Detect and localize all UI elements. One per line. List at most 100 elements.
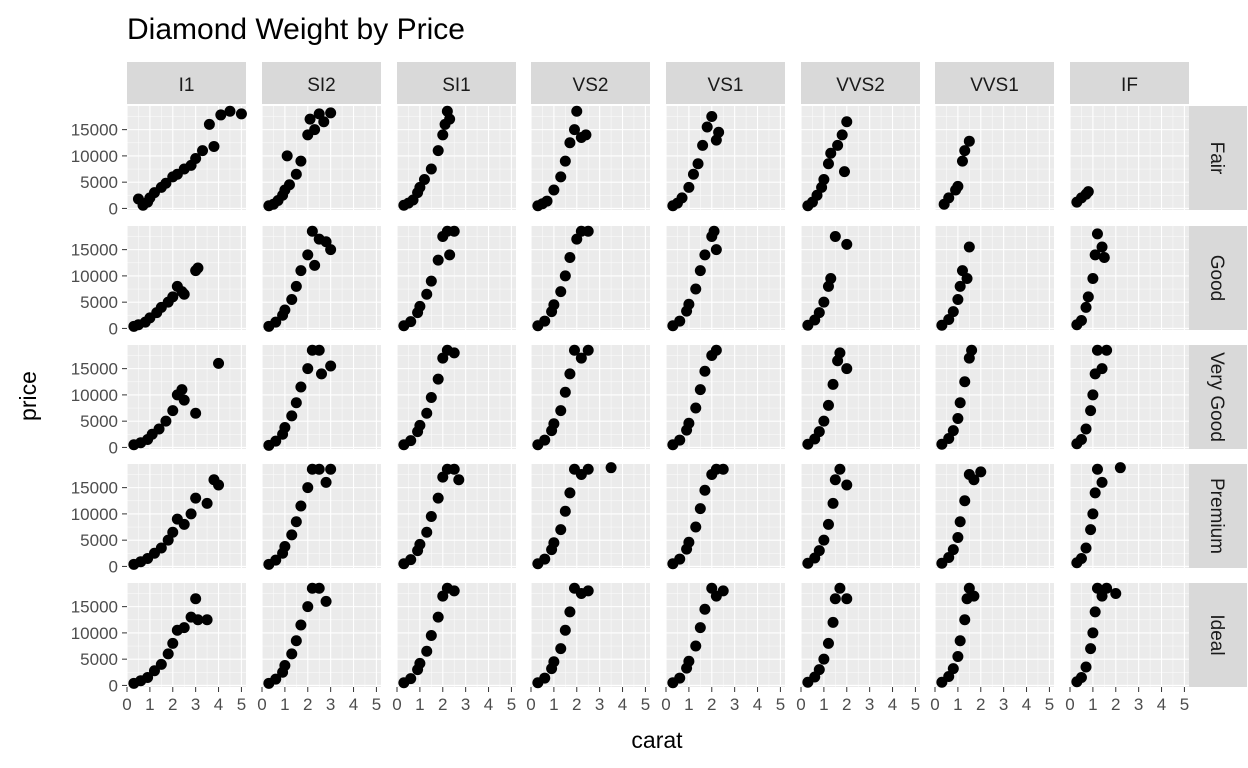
- data-point: [190, 153, 202, 165]
- data-point: [959, 376, 971, 388]
- data-point: [827, 497, 839, 509]
- y-tick-label: 15000: [71, 241, 118, 260]
- x-tick-label: 0: [122, 695, 131, 714]
- data-point: [414, 538, 426, 550]
- data-point: [304, 113, 316, 125]
- y-tick-label: 5000: [80, 173, 118, 192]
- x-tick-label: 2: [1111, 695, 1120, 714]
- panel-good-vvs2: [800, 226, 920, 331]
- data-point: [160, 415, 172, 427]
- data-point: [215, 109, 227, 121]
- strip-label-if: IF: [1121, 75, 1138, 96]
- data-point: [548, 656, 560, 668]
- x-tick-label: 5: [911, 695, 920, 714]
- panel-good-if: [1069, 226, 1189, 331]
- data-point: [713, 126, 725, 138]
- x-tick-label: 5: [1045, 695, 1054, 714]
- strip-label-si1: SI1: [442, 75, 471, 96]
- data-point: [841, 116, 853, 128]
- data-point: [841, 363, 853, 375]
- data-point: [699, 484, 711, 496]
- data-point: [201, 614, 213, 626]
- data-point: [1096, 363, 1108, 375]
- data-point: [213, 357, 225, 369]
- strip-premium: [1189, 464, 1247, 568]
- x-tick-label: 3: [326, 695, 335, 714]
- data-point: [213, 479, 225, 491]
- panel-background: [666, 106, 785, 210]
- strip-label-good: Good: [1206, 255, 1227, 301]
- data-point: [582, 344, 594, 356]
- data-point: [541, 195, 553, 207]
- data-point: [539, 553, 551, 565]
- data-point: [405, 316, 417, 328]
- data-point: [690, 521, 702, 533]
- facet-panels: I1 SI2 SI1 VS2 VS1 VVS2 VVS1 IF Fair Good Very Goo…: [71, 62, 1247, 714]
- data-point: [190, 593, 202, 605]
- x-tick-label: 0: [796, 695, 805, 714]
- data-point: [954, 280, 966, 292]
- panel-ideal-vvs1: [934, 582, 1054, 688]
- x-tick-label: 4: [618, 695, 627, 714]
- x-tick-label: 4: [1157, 695, 1166, 714]
- data-point: [325, 107, 337, 119]
- strip-fair: [1189, 106, 1247, 210]
- data-point: [1087, 508, 1099, 520]
- panel-premium-i1: [126, 464, 246, 570]
- panel-premium-vvs1: [934, 464, 1054, 569]
- data-point: [279, 421, 291, 433]
- data-point: [1101, 582, 1113, 594]
- data-point: [270, 554, 282, 566]
- panel-fair-vvs1: [934, 106, 1054, 210]
- data-point: [405, 435, 417, 447]
- data-point: [838, 166, 850, 178]
- y-tick-label: 0: [109, 319, 118, 338]
- panel-premium-vs1: [665, 463, 785, 570]
- panel-good-vvs1: [934, 226, 1054, 331]
- data-point: [432, 492, 444, 504]
- data-point: [683, 417, 695, 429]
- data-point: [270, 316, 282, 328]
- y-tick-label: 5000: [80, 412, 118, 431]
- x-tick-label: 1: [415, 695, 424, 714]
- data-point: [313, 344, 325, 356]
- x-tick-label: 0: [257, 695, 266, 714]
- data-point: [444, 249, 456, 261]
- data-point: [295, 381, 307, 393]
- x-tick-label: 4: [888, 695, 897, 714]
- data-point: [309, 259, 321, 271]
- data-point: [674, 672, 686, 684]
- data-point: [571, 105, 583, 117]
- x-tick-label: 2: [707, 695, 716, 714]
- x-tick-label: 0: [930, 695, 939, 714]
- panel-very-good-if: [1069, 344, 1189, 450]
- data-point: [281, 150, 293, 162]
- data-point: [279, 659, 291, 671]
- data-point: [185, 508, 197, 520]
- data-point: [414, 300, 426, 312]
- x-tick-label: 1: [684, 695, 693, 714]
- data-point: [694, 503, 706, 515]
- data-point: [290, 280, 302, 292]
- data-point: [548, 418, 560, 430]
- x-tick-label: 0: [1065, 695, 1074, 714]
- strip-si2: [262, 62, 381, 104]
- strip-label-vs1: VS1: [708, 75, 744, 96]
- data-point: [1087, 627, 1099, 639]
- data-point: [694, 384, 706, 396]
- data-point: [325, 360, 337, 372]
- data-point: [683, 536, 695, 548]
- data-point: [178, 288, 190, 300]
- data-point: [676, 192, 688, 204]
- panel-fair-i1: [126, 105, 247, 211]
- data-point: [564, 606, 576, 618]
- data-point: [841, 593, 853, 605]
- panel-ideal-si1: [396, 582, 516, 689]
- data-point: [1085, 405, 1097, 417]
- data-point: [717, 585, 729, 597]
- y-tick-label: 10000: [71, 505, 118, 524]
- data-point: [697, 139, 709, 151]
- x-tick-label: 4: [349, 695, 358, 714]
- strip-vvs1: [935, 62, 1054, 104]
- strip-if: [1070, 62, 1189, 104]
